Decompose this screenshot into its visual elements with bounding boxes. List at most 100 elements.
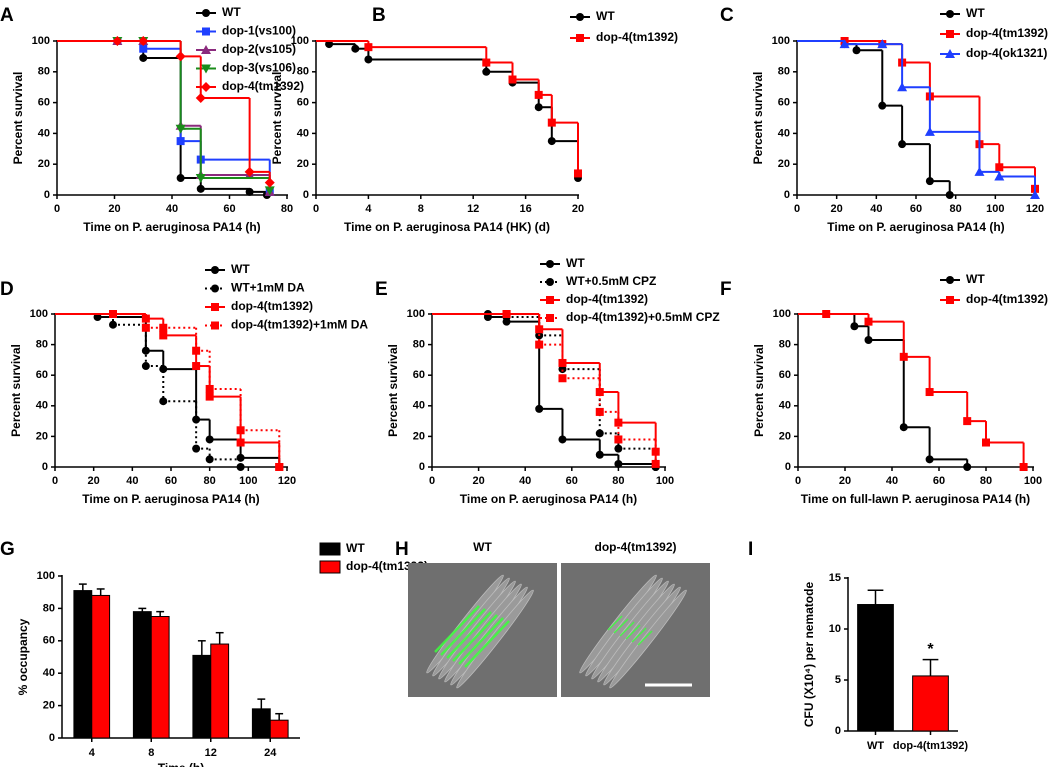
- legend-marker: [946, 10, 954, 18]
- legend-label: dop-4(tm1392): [222, 79, 304, 93]
- x-tick-label: 20: [572, 203, 584, 215]
- gfp-signal: [607, 615, 623, 631]
- bar: [73, 590, 93, 739]
- legend-label: dop-3(vs106): [222, 61, 296, 75]
- y-tick-label: 100: [37, 570, 55, 582]
- y-tick-label: 20: [778, 158, 790, 170]
- y-tick-label: 40: [778, 127, 790, 139]
- x-tick-label: 60: [165, 475, 177, 487]
- y-tick-label: 60: [36, 369, 48, 381]
- x-tick-label: dop-4(tm1392): [893, 740, 969, 752]
- y-axis-label: Percent survival: [11, 72, 25, 165]
- y-tick-label: 40: [38, 127, 50, 139]
- panel-letter: B: [372, 5, 386, 26]
- gfp-signal: [458, 617, 504, 665]
- gfp-signal: [637, 630, 653, 646]
- legend-swatch: [319, 542, 341, 556]
- legend-label: dop-4(tm1392): [566, 292, 648, 306]
- x-tick-label: 60: [566, 475, 578, 487]
- y-tick-label: 5: [835, 674, 841, 686]
- x-tick-label: 40: [870, 203, 882, 215]
- y-tick-label: 40: [779, 400, 791, 412]
- y-tick-label: 80: [38, 66, 50, 78]
- marker: [1030, 190, 1040, 199]
- legend-label: dop-4(tm1392): [966, 26, 1048, 40]
- legend-label: WT: [566, 256, 585, 270]
- legend-marker: [546, 296, 554, 304]
- x-tick-label: 120: [1026, 203, 1044, 215]
- gfp-signal: [631, 627, 647, 643]
- x-tick-label: 120: [278, 475, 296, 487]
- legend-marker: [211, 303, 219, 311]
- gfp-signal: [446, 611, 492, 659]
- gfp-signal: [619, 621, 635, 637]
- x-tick-label: 40: [126, 475, 138, 487]
- y-tick-label: 40: [297, 127, 309, 139]
- x-tick-label: 8: [418, 203, 424, 215]
- x-tick-label: 4: [89, 747, 96, 759]
- y-tick-label: 60: [413, 369, 425, 381]
- legend-label: WT: [966, 6, 985, 20]
- y-tick-label: 20: [297, 158, 309, 170]
- legend-label: WT+0.5mM CPZ: [566, 274, 656, 288]
- x-tick-label: 0: [794, 203, 800, 215]
- x-axis-label: Time on P. aeruginosa PA14 (h): [460, 492, 637, 506]
- x-tick-label: 100: [239, 475, 257, 487]
- panel-letter: E: [375, 279, 388, 300]
- panel-letter: I: [748, 539, 753, 560]
- legend-label: dop-1(vs100): [222, 24, 296, 38]
- legend-marker: [546, 314, 554, 322]
- x-tick-label: WT: [867, 740, 884, 752]
- x-tick-label: 0: [313, 203, 319, 215]
- y-tick-label: 80: [413, 339, 425, 351]
- y-tick-label: 40: [43, 667, 55, 679]
- x-tick-label: 40: [886, 475, 898, 487]
- y-tick-label: 0: [44, 189, 50, 201]
- y-tick-label: 80: [36, 339, 48, 351]
- y-tick-label: 40: [413, 400, 425, 412]
- micrograph-label: dop-4(tm1392): [594, 540, 676, 554]
- legend-marker: [946, 296, 954, 304]
- x-tick-label: 40: [166, 203, 178, 215]
- y-axis-label: Percent survival: [752, 344, 766, 437]
- legend-marker: [211, 284, 219, 293]
- legend-marker: [211, 266, 219, 274]
- marker: [945, 191, 954, 199]
- legend-label: dop-4(tm1392): [966, 292, 1048, 306]
- legend-swatch: [319, 560, 341, 574]
- x-tick-label: 100: [986, 203, 1004, 215]
- x-tick-label: 16: [519, 203, 531, 215]
- x-tick-label: 20: [88, 475, 100, 487]
- legend-marker: [945, 49, 955, 58]
- y-tick-label: 0: [835, 725, 841, 737]
- panel-letter: F: [720, 279, 732, 300]
- y-tick-label: 0: [303, 189, 309, 201]
- x-axis-label: Time on P. aeruginosa PA14 (HK) (d): [344, 220, 550, 234]
- marker: [275, 463, 284, 471]
- x-axis-label: Time on P. aeruginosa PA14 (h): [82, 492, 259, 506]
- x-tick-label: 8: [148, 747, 154, 759]
- legend-label: dop-2(vs105): [222, 42, 296, 56]
- legend-marker: [202, 9, 210, 17]
- x-tick-label: 20: [108, 203, 120, 215]
- x-tick-label: 0: [429, 475, 435, 487]
- gfp-signal: [434, 605, 480, 653]
- gfp-signal: [613, 618, 629, 634]
- legend-marker: [202, 27, 210, 36]
- x-tick-label: 12: [205, 747, 217, 759]
- x-tick-label: 24: [264, 747, 277, 759]
- y-tick-label: 0: [49, 732, 55, 744]
- bar: [912, 675, 949, 732]
- legend-marker: [946, 30, 954, 38]
- marker: [963, 463, 972, 471]
- x-tick-label: 20: [839, 475, 851, 487]
- y-tick-label: 100: [32, 35, 50, 47]
- x-tick-label: 60: [223, 203, 235, 215]
- bar: [150, 616, 170, 739]
- x-axis-label: Time (h): [158, 761, 204, 767]
- y-tick-label: 20: [38, 158, 50, 170]
- y-tick-label: 40: [36, 400, 48, 412]
- legend-label: dop-4(tm1392)+0.5mM CPZ: [566, 310, 720, 324]
- marker: [651, 459, 660, 468]
